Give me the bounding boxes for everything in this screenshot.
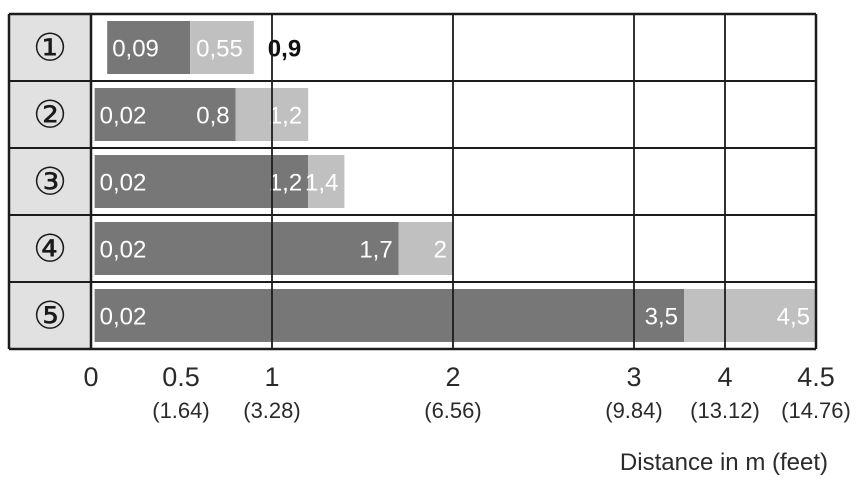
x-axis-ticks: 0 0.5 (1.64) 1 (3.28) 2 (6.56) 3 (9.84) 4 (13.12) 4…	[83, 362, 850, 423]
bar-end-label: 0,9	[268, 36, 301, 63]
bar-light-segment	[398, 222, 453, 275]
bar-start-label: 0,02	[100, 103, 147, 130]
x-tick-label: 2	[445, 362, 460, 392]
bar-dark-segment	[94, 289, 685, 342]
bar-dark-segment	[107, 21, 191, 74]
bar-mid-label: 1,2	[269, 170, 302, 197]
row-label-column: ① ② ③ ④ ⑤	[9, 14, 91, 349]
row-label: ⑤	[33, 294, 67, 338]
bar-mid-label: 0,8	[196, 103, 229, 130]
x-tick-label: 0	[83, 362, 98, 392]
x-tick-label: 4	[717, 362, 732, 392]
bar-mid-label: 0,55	[196, 36, 243, 63]
bar-start-label: 0,09	[112, 36, 159, 63]
bars-group: 0,09 0,55 0,90,02 0,8 1,20,02 1,2 1,40,02 1,7 20…	[94, 21, 816, 342]
row-label: ③	[33, 160, 67, 204]
bar-dark-segment	[94, 222, 399, 275]
bar-start-label: 0,02	[100, 237, 147, 264]
x-axis-label: Distance in m (feet)	[620, 449, 828, 476]
x-tick-sublabel: (14.76)	[781, 398, 851, 423]
bar-end-label: 1,2	[269, 103, 302, 130]
grid-group	[7, 12, 818, 351]
row-label: ④	[33, 227, 67, 271]
bar-end-label: 1,4	[305, 170, 338, 197]
x-tick-label: 3	[626, 362, 641, 392]
bar-start-label: 0,02	[100, 304, 147, 331]
row-label-background	[9, 14, 91, 349]
bar-light-segment	[190, 21, 254, 74]
x-tick-sublabel: (9.84)	[605, 398, 662, 423]
x-tick-label: 0.5	[162, 362, 200, 392]
bar-mid-label: 3,5	[645, 304, 678, 331]
row-label: ②	[33, 93, 67, 137]
row-label: ①	[33, 26, 67, 70]
bar-end-label: 2	[434, 237, 447, 264]
bar-end-label: 4,5	[777, 304, 810, 331]
bar-start-label: 0,02	[100, 170, 147, 197]
x-tick-label: 1	[264, 362, 279, 392]
x-tick-sublabel: (3.28)	[243, 398, 300, 423]
bar-light-segment	[308, 155, 345, 208]
x-tick-sublabel: (6.56)	[424, 398, 481, 423]
x-tick-sublabel: (1.64)	[152, 398, 209, 423]
bar-dark-segment	[94, 88, 236, 141]
bar-light-segment	[684, 289, 816, 342]
x-tick-label: 4.5	[797, 362, 835, 392]
bar-mid-label: 1,7	[359, 237, 392, 264]
x-tick-sublabel: (13.12)	[690, 398, 760, 423]
